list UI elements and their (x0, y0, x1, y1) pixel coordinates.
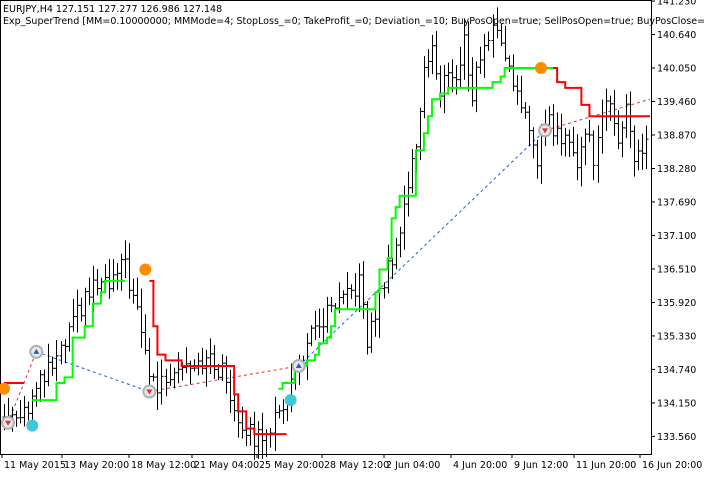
symbol-info-line: EURJPY,H4 127.151 127.277 126.986 127.14… (3, 4, 223, 15)
x-tick-label: 2 Jun 04:00 (386, 460, 440, 471)
x-tick-label: 21 May 04:00 (194, 460, 259, 471)
y-tick-label: 140.640 (657, 30, 696, 41)
y-tick-label: 134.740 (657, 365, 696, 376)
x-tick-label: 13 May 20:00 (64, 460, 129, 471)
sell-signal-dot (534, 61, 547, 74)
buy-trade-line (36, 351, 150, 393)
y-tick-label: 141.230 (657, 0, 696, 8)
deal-sell-arrow-icon (542, 128, 549, 134)
x-tick-label: 28 May 12:00 (324, 460, 389, 471)
y-tick-label: 137.100 (657, 231, 696, 242)
y-tick-label: 133.560 (657, 432, 696, 443)
y-tick-label: 135.920 (657, 298, 696, 309)
sell-signal-dot (0, 382, 10, 395)
x-tick-label: 11 May 2015 (4, 460, 66, 471)
sell-signal-dot (139, 263, 152, 276)
supertrend-down-line (553, 66, 650, 118)
supertrend-up-line (32, 279, 126, 402)
x-tick-label: 9 Jun 12:00 (514, 460, 568, 471)
deal-buy-arrow-icon (33, 348, 40, 354)
y-tick-label: 135.330 (657, 331, 696, 342)
y-tick-label: 134.150 (657, 398, 696, 409)
y-tick-label: 136.510 (657, 264, 696, 275)
supertrend-down-line (149, 279, 287, 436)
y-tick-label: 138.280 (657, 164, 696, 175)
supertrend-up-line (278, 66, 554, 390)
deal-buy-arrow-icon (295, 363, 302, 369)
buy-signal-dot (284, 394, 297, 407)
y-tick-label: 137.690 (657, 197, 696, 208)
expert-params-line: Exp_SuperTrend [MM=0.10000000; MMMode=4;… (3, 16, 705, 27)
x-tick-label: 25 May 20:00 (259, 460, 324, 471)
deal-sell-arrow-icon (146, 389, 153, 395)
x-tick-label: 18 May 12:00 (131, 460, 196, 471)
plot-frame (0, 0, 652, 455)
sell-trade-line (149, 365, 299, 393)
x-tick-label: 16 Jun 20:00 (642, 460, 702, 471)
y-tick-label: 139.460 (657, 97, 696, 108)
x-tick-label: 4 Jun 20:00 (453, 460, 507, 471)
x-tick-label: 11 Jun 20:00 (576, 460, 636, 471)
y-tick-label: 138.870 (657, 130, 696, 141)
sell-trade-line (544, 98, 651, 131)
y-tick-label: 140.050 (657, 63, 696, 74)
buy-trade-line (298, 130, 546, 367)
deal-sell-arrow-icon (5, 420, 12, 426)
buy-signal-dot (26, 419, 39, 432)
